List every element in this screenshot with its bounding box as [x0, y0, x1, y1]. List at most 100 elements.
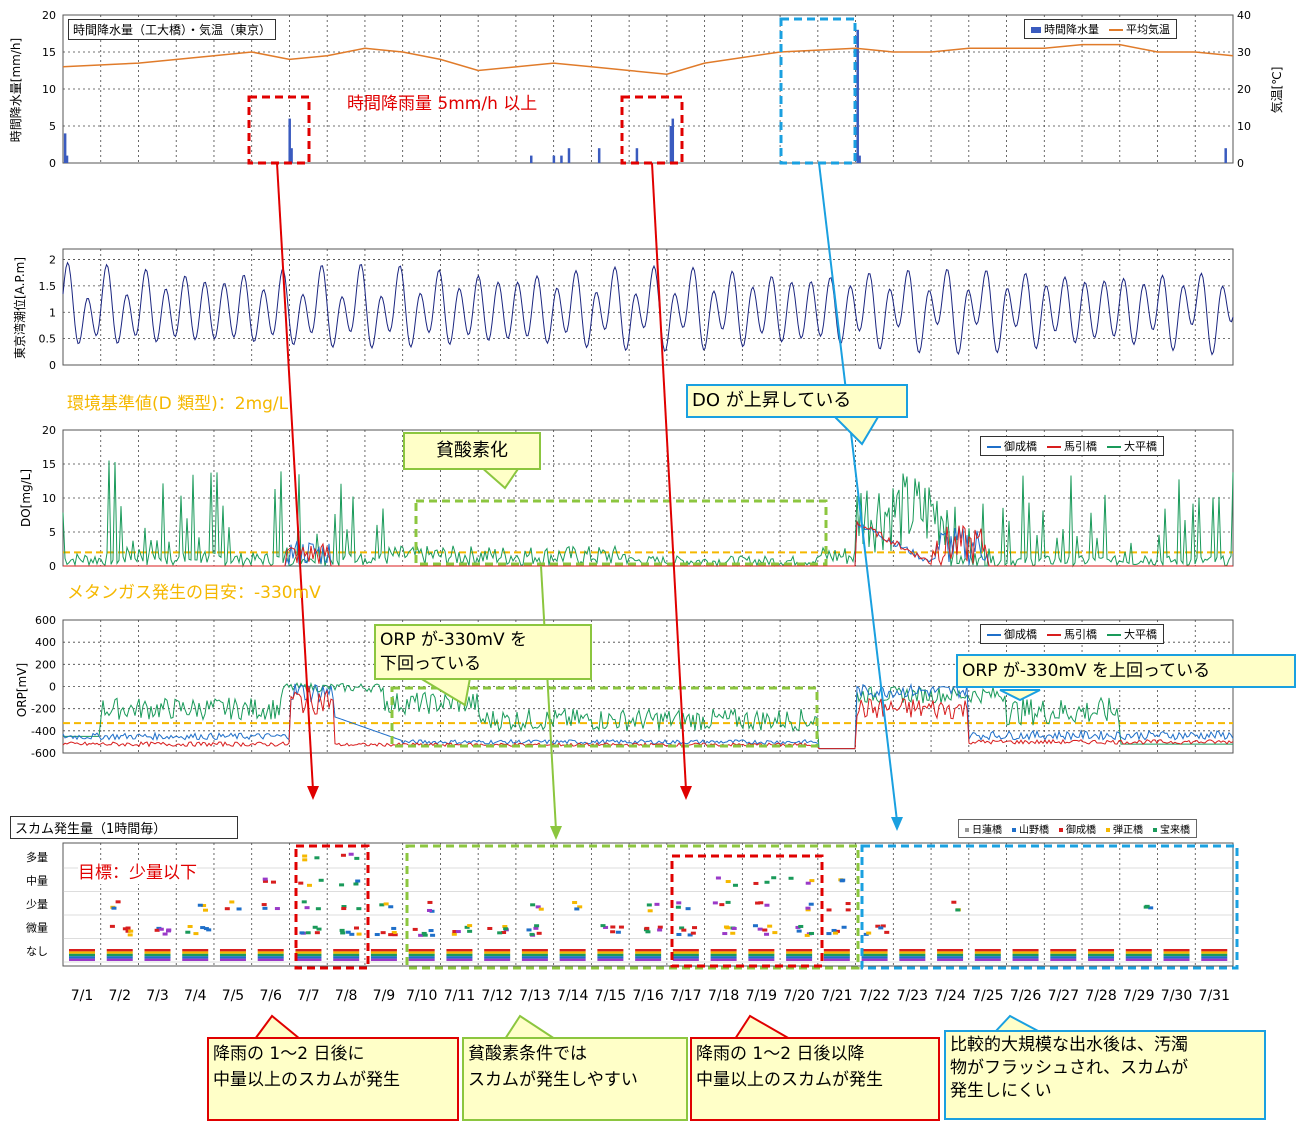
- scum-none-bar: [937, 951, 964, 954]
- scum-mark: [355, 879, 361, 883]
- arrow-rain-2: [651, 162, 687, 791]
- scum-mark: [340, 853, 346, 857]
- scum-mark: [880, 924, 886, 928]
- scum-none-bar: [257, 953, 284, 957]
- scum-mark: [305, 931, 311, 935]
- scum-mark: [834, 929, 840, 933]
- date-label: 7/23: [897, 988, 928, 1004]
- date-label: 7/26: [1010, 988, 1042, 1004]
- scum-none-bar: [257, 956, 284, 959]
- scum-none-bar: [333, 953, 360, 957]
- panel3-ytick: 15: [42, 458, 56, 471]
- scum-none-bar: [106, 956, 133, 959]
- scum-none-bar: [144, 951, 171, 954]
- scum-mark: [427, 900, 433, 904]
- scum-none-bar: [333, 949, 360, 952]
- panel1-ylabel-right: 気温[℃]: [1269, 67, 1284, 114]
- scum-mark: [757, 927, 763, 931]
- date-label: 7/15: [595, 988, 626, 1004]
- panel1-left-ytick: 20: [42, 9, 56, 22]
- scum-box-2: [405, 844, 860, 970]
- arrow-flush: [818, 162, 898, 822]
- rain-bar: [597, 148, 601, 163]
- scum-mark: [805, 881, 811, 885]
- panel1-right-ytick: 30: [1237, 46, 1251, 59]
- scum-none-bar: [257, 958, 284, 961]
- scum-mark: [187, 925, 193, 929]
- scum-mark: [353, 882, 359, 886]
- scum-mark: [1144, 904, 1150, 908]
- scum-mark: [805, 906, 811, 910]
- scum-none-bar: [295, 953, 322, 957]
- scum-mark: [676, 932, 682, 936]
- scum-none-bar: [257, 949, 284, 952]
- scum-none-bar: [635, 949, 662, 952]
- scum-none-bar: [182, 958, 209, 961]
- scum-none-bar: [823, 958, 850, 961]
- orp-low-box: [390, 686, 819, 748]
- scum-none-bar: [521, 953, 548, 957]
- scum-mark: [657, 928, 663, 932]
- scum-none-bar: [408, 956, 435, 959]
- scum-mark: [348, 852, 354, 856]
- scum-mark: [758, 901, 764, 905]
- scum-none-bar: [710, 953, 737, 957]
- panel5-frame: [62, 842, 1234, 967]
- scum-none-bar: [559, 949, 586, 952]
- scum-mark: [764, 903, 770, 907]
- scum-mark: [422, 933, 428, 937]
- scum-none-bar: [370, 956, 397, 959]
- scum-none-bar: [1201, 953, 1228, 957]
- flush-callout: 比較的大規模な出水後は、汚濁 物がフラッシュされ、スカムが 発生しにくい: [944, 1030, 1266, 1120]
- date-label: 7/21: [821, 988, 852, 1004]
- scum-none-bar: [1125, 949, 1152, 952]
- scum-mark: [533, 926, 539, 930]
- scum-none-bar: [182, 956, 209, 959]
- panel1-ylabel-left: 時間降水量[mm/h]: [9, 38, 23, 142]
- scum-none-bar: [823, 949, 850, 952]
- scum-mark: [788, 876, 794, 880]
- scum-mark: [618, 925, 624, 929]
- scum-none-bar: [597, 953, 624, 957]
- scum-none-bar: [69, 956, 95, 959]
- rain-bar: [290, 148, 293, 163]
- date-label: 7/11: [444, 988, 475, 1004]
- scum-none-bar: [333, 951, 360, 954]
- scum-mark: [312, 925, 318, 929]
- scum-mark: [315, 907, 321, 911]
- scum-none-bar: [370, 949, 397, 952]
- scum-mark: [274, 907, 280, 911]
- scum-none-bar: [144, 956, 171, 959]
- panel3-ytick: 5: [49, 526, 56, 539]
- panel4-ytick: 200: [35, 658, 56, 671]
- scum-none-bar: [861, 953, 888, 957]
- panel2-ytick: 0: [49, 359, 56, 372]
- scum-mark: [951, 900, 957, 904]
- scum-mark: [206, 928, 212, 932]
- scum-mark: [798, 924, 804, 928]
- arrow-hypoxia: [540, 565, 557, 831]
- scum-none-bar: [559, 953, 586, 957]
- scum-mark: [884, 930, 890, 934]
- scum-mark: [374, 933, 380, 937]
- scum-mark: [185, 930, 191, 934]
- scum-none-bar: [710, 958, 737, 961]
- panel4-ytick: 600: [35, 614, 56, 627]
- scum-none-bar: [1201, 958, 1228, 961]
- panel4-ytick: -400: [31, 725, 56, 738]
- panel3-ytick: 10: [42, 492, 56, 505]
- scum-none-bar: [786, 953, 813, 957]
- target-annotation: 目標：少量以下: [78, 862, 197, 884]
- date-label: 7/27: [1048, 988, 1079, 1004]
- c1-pointer: [253, 1014, 303, 1040]
- scum-mark: [826, 932, 832, 936]
- rain-bar: [567, 148, 571, 163]
- scum-none-bar: [710, 951, 737, 954]
- arrow-flush-head: [891, 817, 903, 831]
- scum-mark: [530, 903, 536, 907]
- rain-callout-2: 降雨の 1～2 日後以降 中量以上のスカムが発生: [690, 1037, 940, 1121]
- scum-mark: [236, 907, 242, 911]
- scum-mark: [128, 929, 134, 933]
- scum-none-bar: [635, 956, 662, 959]
